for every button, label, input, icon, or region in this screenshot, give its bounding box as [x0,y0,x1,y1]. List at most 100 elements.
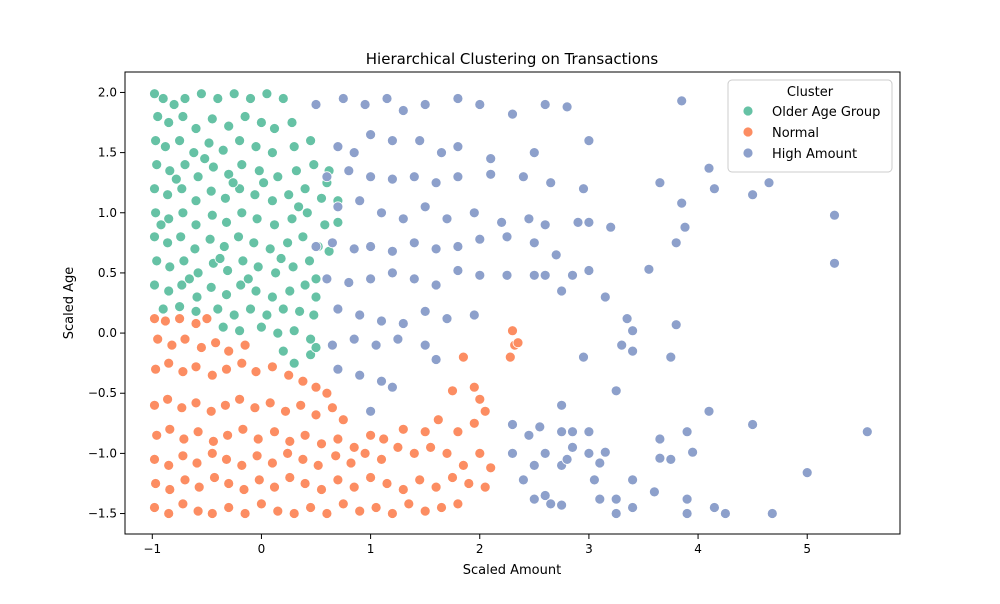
data-point [308,309,320,321]
data-point [286,213,298,225]
data-point [354,309,366,321]
data-point [242,273,254,285]
data-point [269,219,280,231]
data-point [354,369,366,381]
data-point [258,177,270,189]
data-point [703,162,715,174]
data-point [190,397,202,409]
data-point [284,285,296,297]
data-point [188,147,200,159]
data-point [179,474,191,486]
data-point [447,385,458,397]
data-point [605,221,617,233]
data-point [528,237,540,249]
data-point [408,171,420,183]
data-point [747,189,758,201]
data-point [305,333,317,345]
data-point [332,363,344,375]
data-point [218,241,230,252]
data-point [861,426,873,438]
x-tick-label: −1 [143,542,161,556]
data-point [572,216,584,228]
data-point [681,493,693,505]
data-point [474,233,486,245]
data-point [233,231,244,243]
data-point [310,273,322,285]
data-point [485,153,497,165]
data-point [270,267,282,279]
data-point [441,213,453,225]
data-point [430,481,442,493]
data-point [223,502,235,513]
data-point [386,245,398,257]
data-point [288,141,300,153]
data-point [463,478,475,489]
data-point [316,192,327,204]
data-point [583,265,595,276]
data-point [159,141,171,153]
data-point [277,345,289,357]
data-point [248,237,260,249]
data-point [312,459,324,471]
data-point [283,189,295,201]
data-point [164,165,176,177]
data-point [168,99,180,110]
data-point [157,93,169,104]
data-point [676,95,688,107]
data-point [763,177,775,189]
series-high-amount [310,93,873,519]
data-point [594,457,606,469]
data-point [305,135,317,147]
data-point [447,472,458,483]
data-point [365,241,377,252]
data-point [365,129,377,141]
data-point [192,171,204,183]
data-point [670,237,682,249]
data-point [829,257,840,269]
data-point [189,243,201,255]
data-point [236,357,248,369]
data-point [676,197,688,209]
data-point [209,472,220,483]
data-point [203,137,215,149]
data-point [280,405,291,417]
data-point [308,159,320,171]
data-point [175,231,187,243]
data-point [162,189,174,201]
data-point [504,351,516,363]
data-point [195,342,207,353]
data-point [179,93,191,104]
data-point [222,265,234,276]
data-point [567,426,578,438]
data-point [214,253,226,264]
data-point [556,285,567,297]
data-point [179,333,191,345]
data-point [545,177,557,189]
data-point [236,159,248,171]
data-point [354,505,366,517]
data-point [195,88,207,100]
data-point [703,405,715,417]
data-point [419,99,431,110]
data-point [408,447,420,459]
data-point [348,441,360,453]
data-point [523,429,535,441]
data-point [479,481,491,493]
data-point [468,309,480,321]
data-point [163,508,175,519]
data-point [539,447,551,459]
data-point [365,472,377,483]
data-point [556,499,567,511]
data-point [212,93,224,104]
data-point [436,147,447,159]
data-point [235,279,247,291]
data-point [170,173,182,185]
data-point [332,216,344,228]
data-point [287,261,299,273]
data-point [297,453,309,465]
data-point [386,267,398,279]
data-point [348,243,360,255]
data-point [149,88,160,100]
data-point [261,309,273,321]
data-point [354,195,366,207]
